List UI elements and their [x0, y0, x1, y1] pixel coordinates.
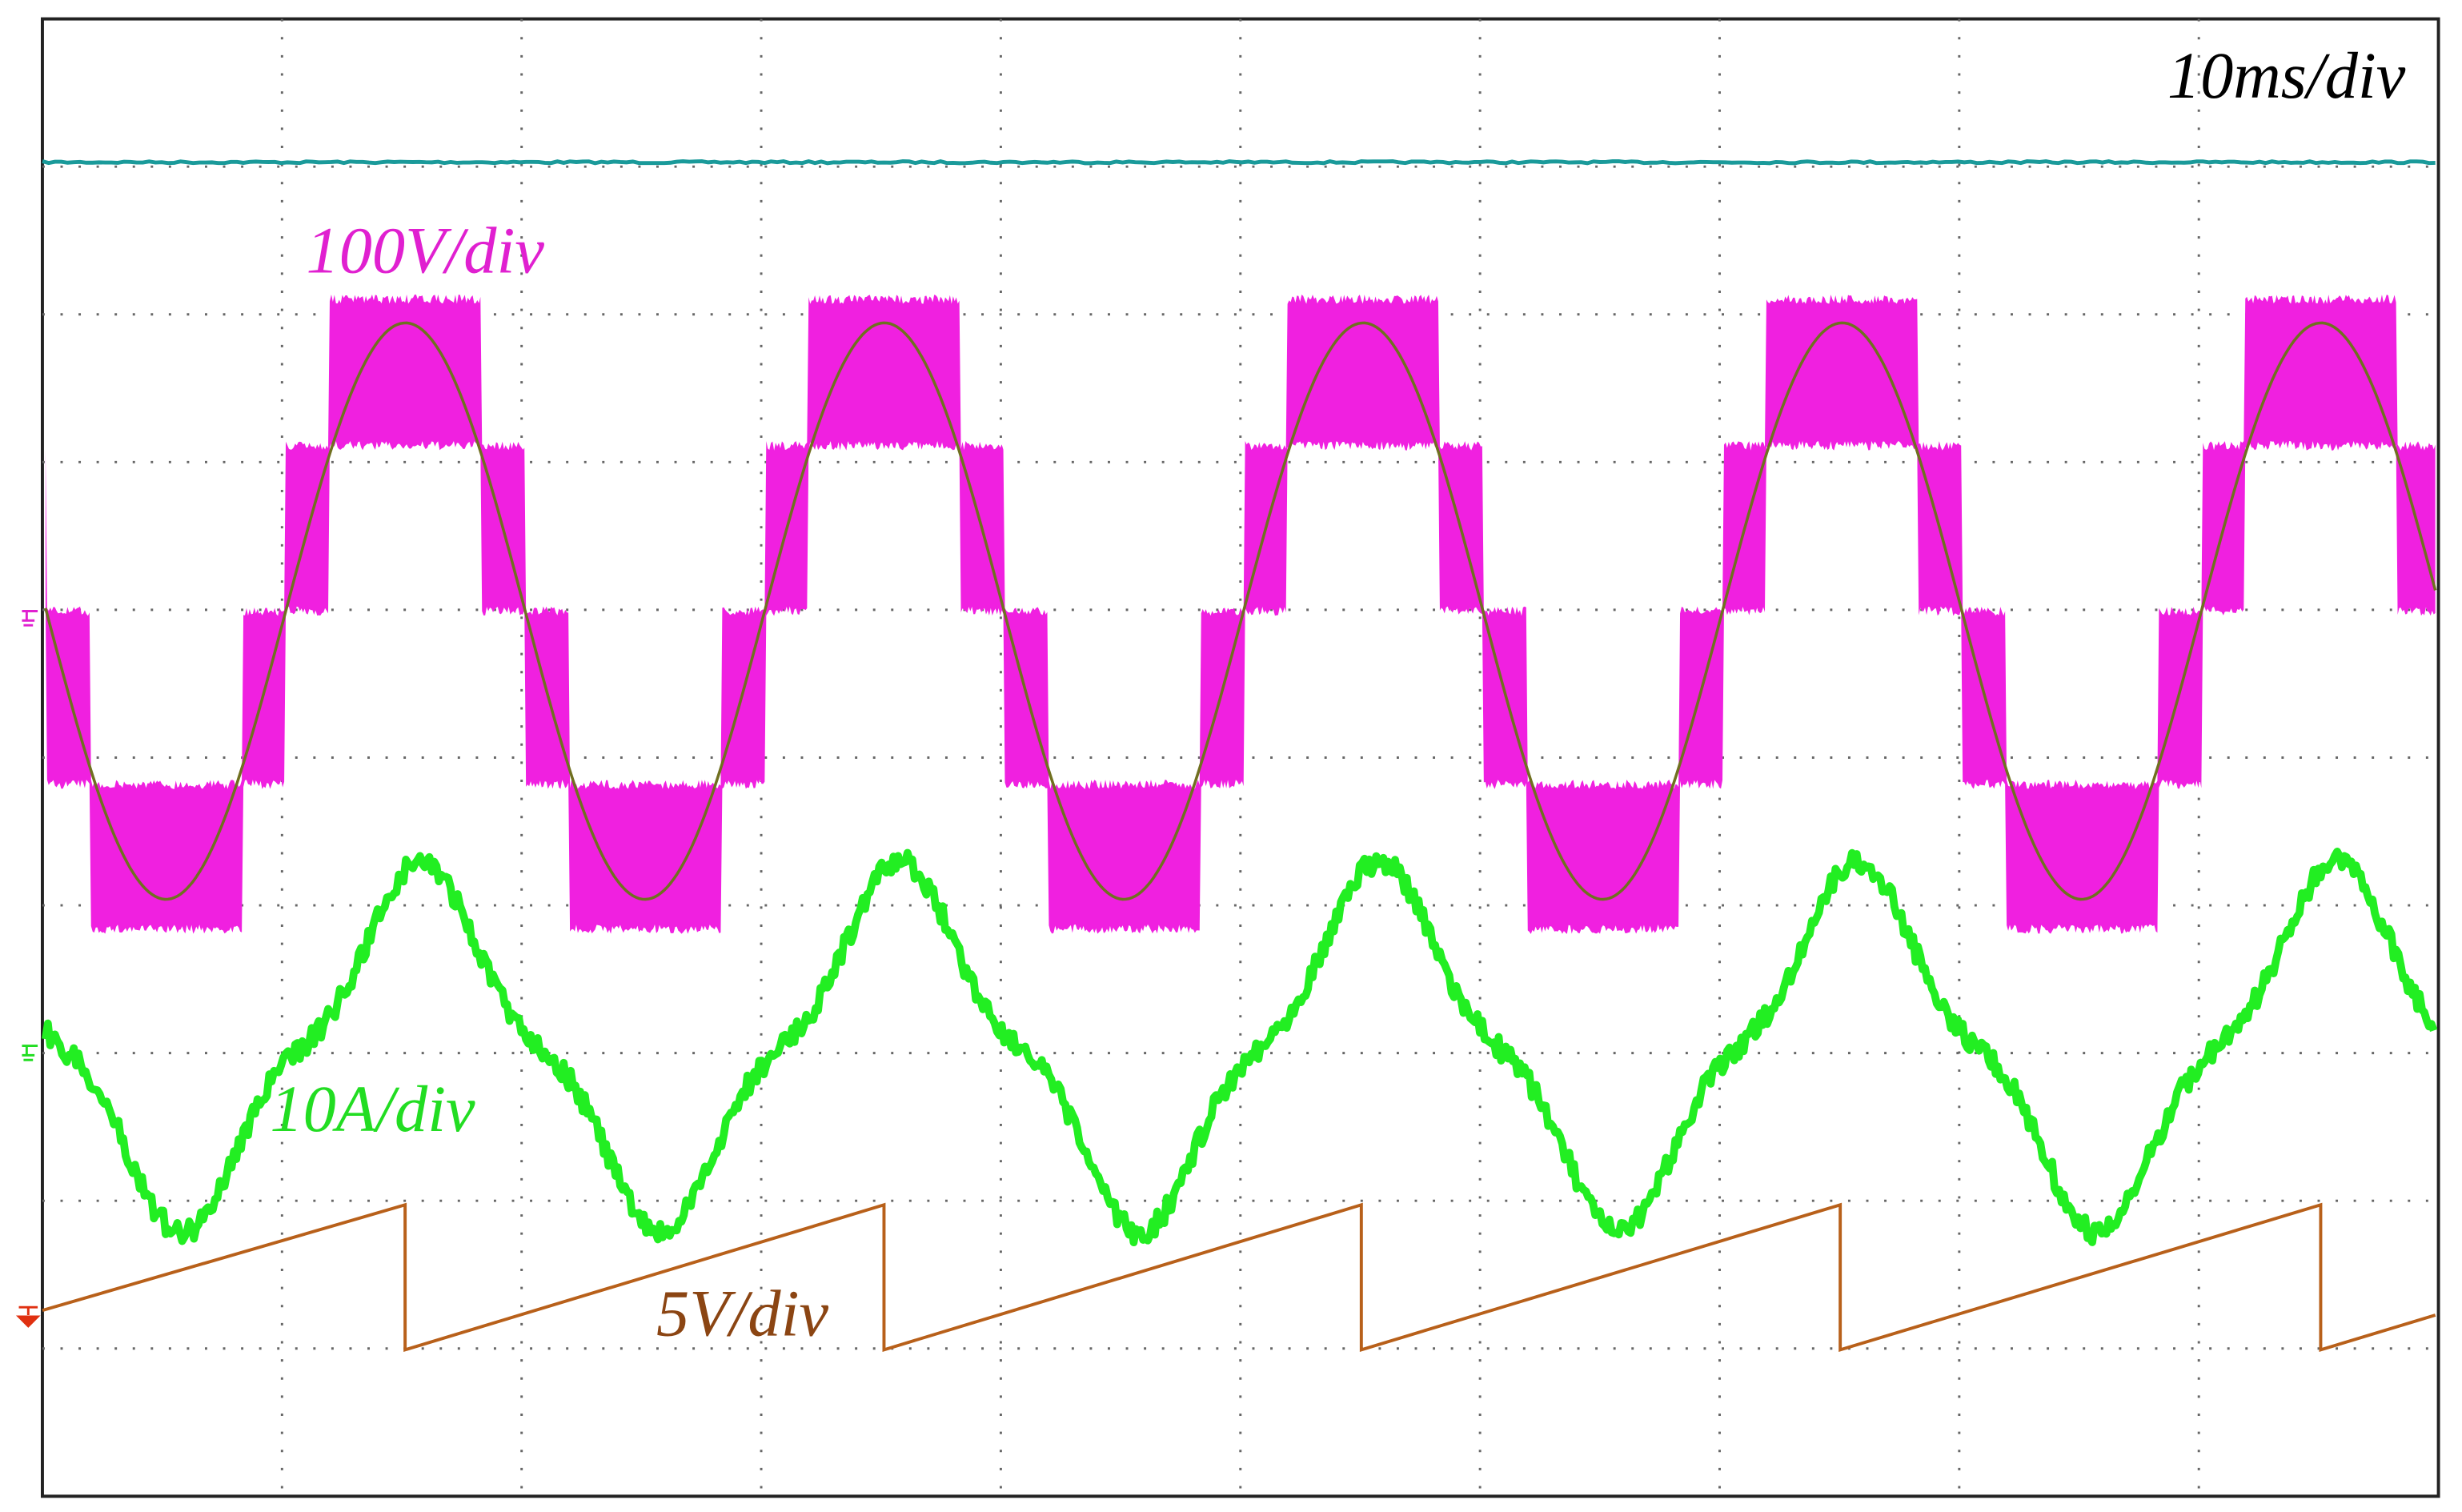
current-trace — [42, 848, 2438, 1247]
voltage-scale-label: 100V/div — [307, 213, 545, 287]
ground-marker — [15, 1305, 41, 1328]
voltage-trace — [45, 294, 2436, 934]
current-scale-label: 10A/div — [270, 1072, 475, 1145]
carrier-scale-label: 5V/div — [656, 1277, 828, 1350]
ground-marker — [22, 1045, 38, 1061]
reference-sine — [44, 321, 2437, 901]
time-scale-label: 10ms/div — [2167, 38, 2406, 112]
carrier-trace — [42, 1202, 2436, 1352]
ground-marker — [22, 609, 38, 627]
waveforms — [42, 158, 2438, 1352]
ground-markers — [15, 609, 41, 1328]
dc-trace — [42, 158, 2436, 166]
